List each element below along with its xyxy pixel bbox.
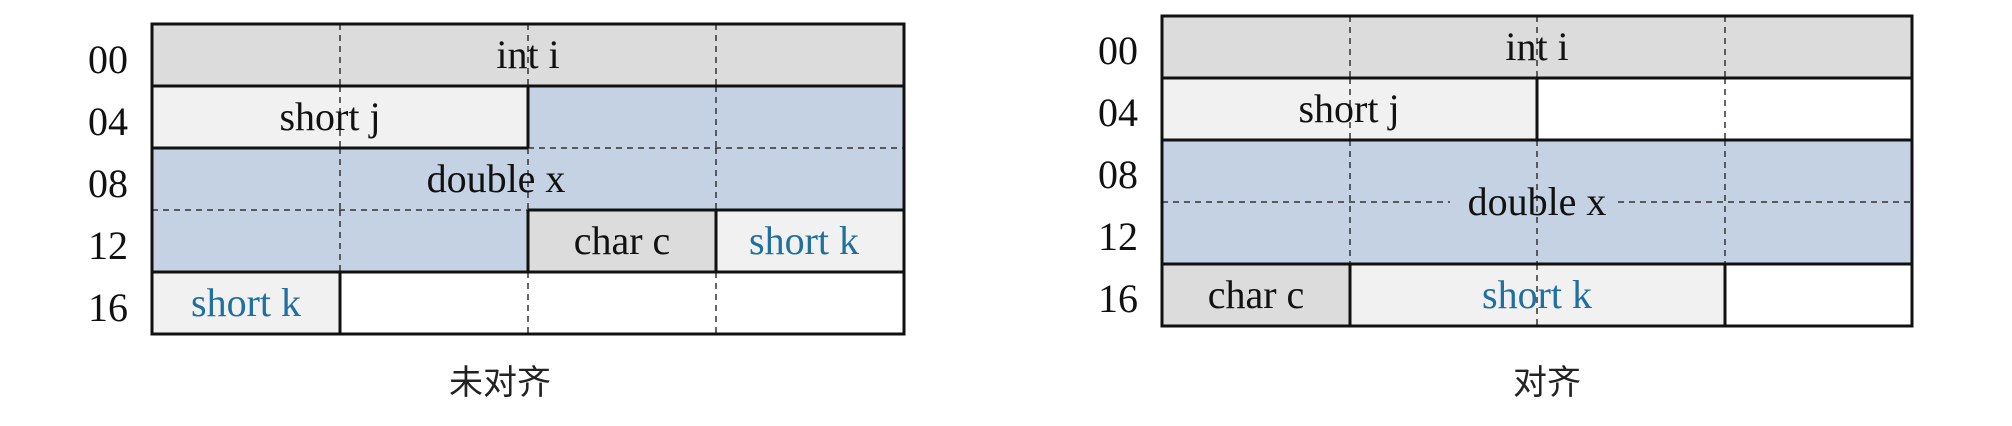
empty-cell xyxy=(1725,264,1912,326)
short-j-label: short j xyxy=(279,94,380,139)
short-k-label: short k xyxy=(1482,272,1592,317)
grid-lines xyxy=(1162,16,1912,326)
double-x-label: double x xyxy=(1468,179,1607,224)
short-j-label: short j xyxy=(1298,86,1399,131)
double-x-tail-cell xyxy=(152,210,528,272)
short-k-head-cell xyxy=(716,210,904,272)
int-i-cell xyxy=(152,24,904,86)
aligned-caption: 对齐 xyxy=(1513,363,1581,403)
empty-cell xyxy=(340,272,904,334)
row-label-08: 08 xyxy=(1098,152,1138,197)
row-label-16: 16 xyxy=(88,285,128,330)
row-label-12: 12 xyxy=(88,223,128,268)
char-c-cell xyxy=(1162,264,1350,326)
field-borders xyxy=(1160,14,1914,328)
short-k-tail-label: short k xyxy=(191,280,301,325)
row-label-16: 16 xyxy=(1098,276,1138,321)
short-j-cell xyxy=(152,86,528,148)
int-i-label: int i xyxy=(496,32,559,77)
unaligned-diagram: 00 04 08 12 16 xyxy=(88,22,906,403)
short-k-tail-cell xyxy=(152,272,340,334)
row-label-04: 04 xyxy=(88,99,128,144)
row-label-08: 08 xyxy=(88,161,128,206)
short-j-cell xyxy=(1162,78,1537,140)
aligned-diagram: 00 04 08 12 16 xyxy=(1098,14,1914,403)
double-x-padding-cell xyxy=(528,86,904,148)
row-label-12: 12 xyxy=(1098,214,1138,259)
int-i-cell xyxy=(1162,16,1912,78)
unaligned-caption: 未对齐 xyxy=(449,363,551,403)
double-x-label: double x xyxy=(427,156,566,201)
padding-cell xyxy=(1537,78,1912,140)
char-c-cell xyxy=(528,210,716,272)
char-c-label: char c xyxy=(574,218,671,263)
field-borders xyxy=(150,22,906,336)
row-label-04: 04 xyxy=(1098,90,1138,135)
row-label-00: 00 xyxy=(1098,28,1138,73)
short-k-cell xyxy=(1350,264,1725,326)
double-x-cell xyxy=(152,148,904,210)
row-label-00: 00 xyxy=(88,37,128,82)
char-c-label: char c xyxy=(1208,272,1305,317)
short-k-head-label: short k xyxy=(749,218,859,263)
grid-lines xyxy=(152,24,904,334)
int-i-label: int i xyxy=(1505,24,1568,69)
